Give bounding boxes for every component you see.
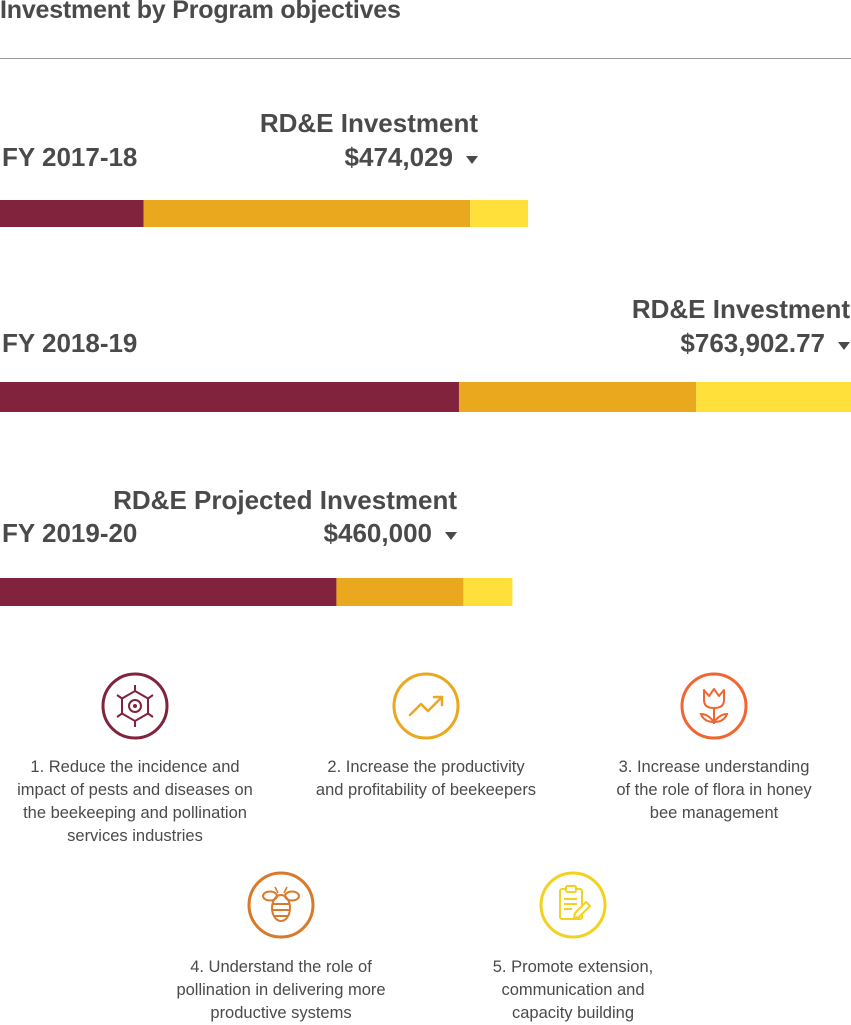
bar-segment-objective-1[interactable] (0, 382, 459, 412)
bar-segment-objective-3[interactable] (470, 200, 529, 227)
objective-text-line: of the role of flora in honey (616, 781, 812, 799)
objective-3-text: 3. Increase understanding of the role of… (580, 756, 848, 825)
objective-text-line: pollination in delivering more (176, 981, 386, 999)
bar-segment-objective-1[interactable] (0, 200, 144, 227)
objective-text-line: services industries (67, 827, 203, 845)
objective-text-line: 4. Understand the role of (190, 958, 372, 976)
expand-caret-icon[interactable] (445, 532, 457, 540)
investment-heading: RD&E Investment (259, 108, 478, 138)
investment-total[interactable]: $474,029 (344, 142, 453, 172)
bar-segment-objective-2[interactable] (336, 578, 464, 606)
objective-text-line: 5. Promote extension, (492, 958, 654, 976)
tulip-flower-icon (680, 672, 748, 740)
bee-icon (247, 871, 315, 939)
objective-1-text: 1. Reduce the incidence and impact of pe… (0, 756, 274, 848)
fy-label: FY 2019-20 (2, 518, 138, 548)
bar-segment-objective-2[interactable] (458, 382, 697, 412)
stacked-bar-chart (0, 578, 513, 606)
investment-heading: RD&E Investment (631, 294, 850, 324)
objective-4-text: 4. Understand the role of pollination in… (140, 956, 422, 1025)
objective-5-text: 5. Promote extension, communication and … (438, 956, 708, 1025)
bar-segment-objective-3[interactable] (463, 578, 513, 606)
bar-segment-objective-2[interactable] (143, 200, 471, 227)
title-divider (0, 58, 851, 59)
objective-text-line: bee management (649, 804, 779, 822)
objective-2-text: 2. Increase the productivity and profita… (284, 756, 568, 802)
bar-segment-objective-1[interactable] (0, 578, 337, 606)
objective-text-line: the beekeeping and pollination (23, 804, 247, 822)
virus-cell-icon (101, 672, 169, 740)
bar-segment-objective-3[interactable] (696, 382, 851, 412)
objective-text-line: 2. Increase the productivity (327, 758, 525, 776)
investment-total[interactable]: $763,902.77 (680, 328, 825, 358)
objective-text-line: communication and (501, 981, 645, 999)
objective-text-line: 1. Reduce the incidence and (30, 758, 240, 776)
fy-label: FY 2018-19 (2, 328, 138, 358)
objective-text-line: impact of pests and diseases on (17, 781, 253, 799)
expand-caret-icon[interactable] (466, 156, 478, 164)
stacked-bar-chart (0, 382, 851, 412)
trend-up-arrow-icon (392, 672, 460, 740)
fy-label: FY 2017-18 (2, 142, 138, 172)
objective-text-line: productive systems (210, 1004, 352, 1022)
clipboard-pencil-icon (539, 871, 607, 939)
objective-text-line: capacity building (512, 1004, 634, 1022)
stacked-bar-chart (0, 200, 529, 227)
expand-caret-icon[interactable] (838, 342, 850, 350)
investment-total[interactable]: $460,000 (323, 518, 432, 548)
page-title: Investment by Program objectives (0, 0, 401, 24)
objective-text-line: 3. Increase understanding (618, 758, 810, 776)
objective-text-line: and profitability of beekeepers (315, 781, 537, 799)
investment-heading: RD&E Projected Investment (113, 485, 457, 515)
